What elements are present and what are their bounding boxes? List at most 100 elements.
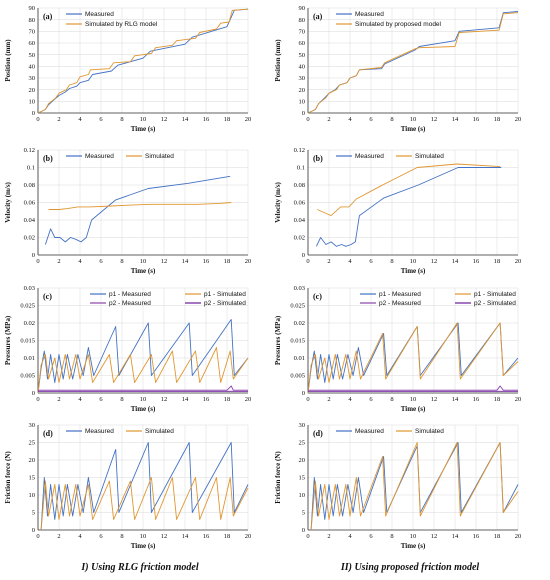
x-tick-label: 16	[473, 258, 480, 265]
series-line-measured	[310, 442, 519, 531]
y-tick-label: 0	[32, 110, 35, 117]
legend-entry: p1 - Simulated	[474, 291, 516, 298]
legend: Measured Simulated	[336, 428, 444, 435]
panels: 0 2 4 6 8 10 12 14 16 18 200102030405060708090Time…	[4, 5, 521, 550]
x-tick-label: 14	[452, 396, 459, 403]
y-tick-label: 10	[29, 99, 36, 106]
y-tick-label: 0.01	[294, 355, 305, 362]
series-line-p1-measured	[37, 319, 249, 394]
y-tick-label: 25	[299, 440, 306, 447]
y-tick-label: 0.08	[24, 182, 35, 189]
panel-label: (c)	[313, 292, 322, 301]
legend-entry: Simulated	[145, 153, 174, 160]
y-tick-label: 0	[32, 390, 35, 397]
panel-label: (d)	[43, 429, 53, 438]
x-tick-label: 20	[515, 258, 522, 265]
chart-panel-i-b: 0 2 4 6 8 10 12 14 16 18 20 0 0.02 0.04 0.06 0.08 0.1 0.1…	[4, 147, 251, 275]
x-tick-label: 8	[390, 258, 393, 265]
x-tick-label: 18	[494, 533, 501, 540]
x-tick-label: 0	[36, 116, 39, 123]
caption-left: I) Using RLG friction model	[80, 562, 198, 573]
series-line-p2-measured	[38, 385, 248, 391]
y-tick-label: 0.005	[290, 373, 305, 380]
x-tick-label: 20	[245, 258, 252, 265]
panel-label: (a)	[43, 12, 53, 21]
x-tick-label: 0	[306, 116, 309, 123]
legend-entry: p2 - Measured	[379, 300, 421, 307]
y-tick-label: 80	[29, 17, 36, 24]
y-tick-label: 0.1	[27, 165, 35, 172]
x-tick-label: 16	[203, 396, 210, 403]
legend-entry: Simulated	[145, 428, 174, 435]
x-tick-label: 18	[224, 258, 231, 265]
x-axis-label: Time (s)	[131, 405, 156, 413]
y-axis-label: Friction force (N)	[4, 451, 12, 504]
y-tick-label: 0.04	[24, 217, 36, 224]
x-tick-label: 6	[369, 116, 373, 123]
x-tick-label: 10	[140, 396, 147, 403]
x-tick-label: 16	[473, 396, 480, 403]
x-tick-label: 12	[161, 396, 168, 403]
x-tick-label: 16	[203, 533, 210, 540]
x-axis-label: Time (s)	[131, 542, 156, 550]
legend-entry: Measured	[355, 428, 384, 435]
x-tick-label: 18	[494, 116, 501, 123]
y-tick-label: 0.04	[294, 217, 306, 224]
legend: Measured Simulated by RLG model	[66, 11, 158, 28]
y-tick-label: 0	[32, 252, 35, 259]
x-tick-label: 0	[306, 396, 309, 403]
legend-entry: Simulated	[415, 153, 444, 160]
y-tick-label: 0.03	[24, 285, 35, 292]
y-tick-label: 40	[299, 64, 306, 71]
x-tick-label: 16	[203, 116, 210, 123]
y-tick-label: 0	[32, 527, 35, 534]
x-tick-label: 20	[515, 396, 522, 403]
x-tick-label: 12	[431, 396, 438, 403]
legend: Measured Simulated	[66, 153, 174, 160]
y-tick-label: 0.02	[24, 320, 35, 327]
y-tick-label: 10	[29, 492, 36, 499]
x-tick-label: 2	[327, 258, 330, 265]
x-tick-label: 8	[120, 533, 123, 540]
x-tick-label: 0	[36, 533, 39, 540]
y-tick-label: 40	[29, 64, 36, 71]
y-axis-label: Position (mm)	[274, 39, 282, 82]
panel-label: (b)	[313, 154, 323, 163]
x-tick-label: 20	[245, 396, 252, 403]
x-tick-label: 2	[327, 396, 330, 403]
y-tick-label: 10	[299, 492, 306, 499]
y-tick-label: 10	[299, 99, 306, 106]
chart-panel-ii-c: 0 2 4 6 8 10 12 14 16 18 20 0 0.005 0.01 0.015 0.02 0.02…	[274, 285, 521, 413]
x-tick-label: 18	[494, 396, 501, 403]
x-tick-label: 6	[99, 116, 103, 123]
series-line-p1-measured	[307, 322, 519, 394]
x-tick-label: 4	[78, 258, 82, 265]
y-tick-label: 0.08	[294, 182, 305, 189]
x-tick-label: 18	[224, 116, 231, 123]
legend-entry: p1 - Measured	[109, 291, 151, 298]
series-line-simulated	[48, 202, 232, 210]
legend-entry: Measured	[85, 153, 114, 160]
legend-entry: Simulated by proposed model	[355, 21, 442, 28]
x-tick-label: 12	[431, 533, 438, 540]
x-tick-label: 4	[348, 533, 352, 540]
x-tick-label: 6	[99, 533, 103, 540]
legend: Measured Simulated by proposed model	[336, 11, 442, 28]
y-tick-label: 0.12	[294, 147, 305, 154]
x-tick-label: 12	[161, 116, 168, 123]
x-tick-label: 10	[140, 258, 147, 265]
series-line-simulated	[310, 442, 519, 531]
y-tick-label: 0.015	[290, 338, 305, 345]
x-tick-label: 10	[410, 258, 417, 265]
y-tick-label: 60	[299, 40, 306, 47]
y-tick-label: 0	[302, 390, 305, 397]
y-tick-label: 0.1	[297, 165, 305, 172]
panel-label: (b)	[43, 154, 53, 163]
y-tick-label: 60	[29, 40, 36, 47]
panel-label: (d)	[313, 429, 323, 438]
caption-right: II) Using proposed friction model	[340, 562, 480, 573]
y-axis-label: Velocity (m/s)	[274, 181, 282, 222]
legend-entry: p2 - Measured	[109, 300, 151, 307]
x-tick-label: 16	[203, 258, 210, 265]
